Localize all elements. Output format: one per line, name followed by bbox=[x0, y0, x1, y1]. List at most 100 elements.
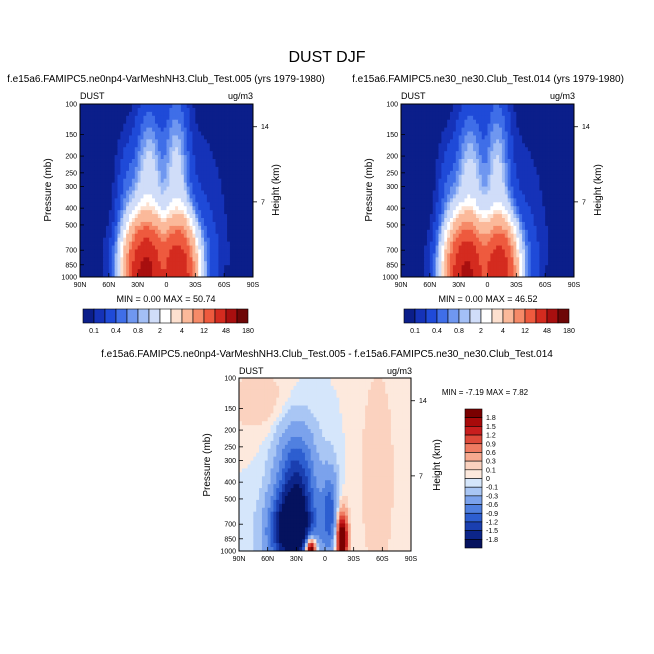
panel-2-cell bbox=[530, 202, 535, 207]
panel-2-cell bbox=[424, 119, 428, 125]
panel-1-cell bbox=[117, 269, 121, 274]
panel-1-cell bbox=[212, 198, 216, 203]
panel-2-cell bbox=[556, 190, 560, 195]
panel-1-cell bbox=[131, 123, 136, 128]
panel-1-cell bbox=[224, 139, 228, 144]
panel-1-cell bbox=[91, 265, 95, 270]
panel-2-cell bbox=[484, 225, 488, 231]
panel-1-cell bbox=[195, 166, 199, 172]
panel-2-cell bbox=[533, 162, 537, 168]
panel-1-cell bbox=[175, 261, 179, 266]
panel-2-cell bbox=[496, 151, 500, 156]
panel-2-cell bbox=[510, 166, 514, 172]
panel-1-ytick-label: 100 bbox=[65, 102, 77, 109]
panel-2-cell bbox=[501, 127, 506, 132]
panel-1-cell bbox=[250, 178, 254, 184]
panel-1-cell bbox=[152, 237, 156, 243]
panel-1-cell bbox=[126, 151, 130, 156]
panel-1-cell bbox=[85, 186, 90, 191]
panel-1-cell bbox=[103, 147, 107, 152]
panel-2-cell bbox=[412, 225, 416, 231]
panel-1-cell bbox=[195, 115, 199, 121]
panel-1-cell bbox=[126, 159, 130, 164]
panel-2-cell bbox=[401, 249, 405, 254]
panel-2-cell bbox=[470, 225, 474, 231]
panel-1-cell bbox=[91, 186, 95, 191]
panel-2-cell bbox=[409, 237, 413, 243]
panel-2-cell bbox=[403, 210, 408, 215]
panel-1-cell bbox=[229, 269, 234, 274]
panel-2-cell bbox=[536, 131, 540, 136]
panel-1-cell bbox=[85, 194, 90, 199]
panel-2-cell bbox=[559, 147, 563, 152]
panel-2-cell bbox=[484, 206, 488, 211]
panel-1-cell bbox=[91, 273, 95, 278]
panel-2-cell bbox=[467, 241, 471, 246]
panel-2-cell bbox=[447, 237, 451, 243]
panel-1-cell bbox=[117, 119, 121, 125]
panel-2-cell bbox=[496, 190, 500, 195]
panel-2-cell bbox=[565, 194, 569, 199]
panel-1-cell bbox=[183, 115, 188, 121]
panel-2-cell bbox=[499, 186, 503, 191]
panel-1-cell bbox=[131, 174, 136, 180]
panel-2-cell bbox=[556, 107, 560, 113]
panel-2-cell bbox=[490, 162, 494, 168]
panel-1-cell bbox=[244, 253, 248, 258]
panel-2-cell bbox=[533, 135, 537, 140]
panel-2-cell bbox=[418, 139, 422, 144]
panel-1-cell bbox=[250, 182, 254, 187]
panel-2-cell bbox=[556, 182, 560, 187]
panel-1-cell bbox=[166, 245, 170, 250]
panel-1-cell bbox=[88, 115, 92, 121]
panel-2-cell bbox=[519, 119, 523, 125]
panel-1-ytick-label: 200 bbox=[65, 154, 77, 161]
panel-2-cell bbox=[493, 221, 497, 227]
panel-1-cell bbox=[126, 210, 130, 215]
panel-1-cell bbox=[154, 202, 159, 207]
panel-2-cell bbox=[490, 229, 494, 235]
panel-1-cell bbox=[178, 159, 182, 164]
panel-2-cell bbox=[527, 186, 532, 191]
panel-1-cell bbox=[137, 127, 141, 132]
panel-1-cell bbox=[163, 245, 167, 250]
panel-2-cell bbox=[533, 182, 537, 187]
panel-1-cell bbox=[218, 198, 222, 203]
panel-1-cell bbox=[152, 261, 156, 266]
panel-2-cell bbox=[438, 214, 442, 219]
panel-2-cell bbox=[406, 151, 411, 156]
panel-1-cell bbox=[212, 155, 216, 160]
panel-2-cell bbox=[504, 241, 509, 246]
panel-1-cell bbox=[97, 210, 101, 215]
panel-1-cell bbox=[183, 123, 188, 128]
panel-1-cell bbox=[163, 111, 167, 117]
panel-2-cell bbox=[542, 206, 546, 211]
panel-1-cell bbox=[126, 233, 130, 239]
panel-1-cell bbox=[212, 221, 216, 227]
panel-2-cell bbox=[458, 221, 462, 227]
panel-1-cell bbox=[221, 206, 225, 211]
panel-2-cell bbox=[533, 194, 537, 199]
panel-1-cell bbox=[180, 162, 185, 168]
panel-1-cell bbox=[241, 119, 245, 125]
panel-2-cell bbox=[424, 107, 428, 113]
panel-2-cell bbox=[553, 166, 558, 172]
panel-1-cell bbox=[80, 127, 84, 132]
panel-1-cell bbox=[212, 131, 216, 136]
panel-1-cell bbox=[140, 210, 144, 215]
panel-1-cell bbox=[100, 221, 104, 227]
panel-2-cell bbox=[504, 143, 509, 148]
panel-1-cell bbox=[192, 237, 196, 243]
panel-1-cell bbox=[206, 190, 211, 195]
panel-1-cell bbox=[201, 135, 205, 140]
panel-2-cell bbox=[501, 104, 506, 109]
panel-2-cell bbox=[409, 182, 413, 187]
panel-1-cell bbox=[123, 111, 127, 117]
panel-2-cell bbox=[421, 131, 425, 136]
panel-1-cell bbox=[166, 115, 170, 121]
panel-2-cell bbox=[438, 241, 442, 246]
panel-2-cell bbox=[484, 162, 488, 168]
panel-2-cell bbox=[401, 225, 405, 231]
panel-1-cell bbox=[215, 261, 219, 266]
